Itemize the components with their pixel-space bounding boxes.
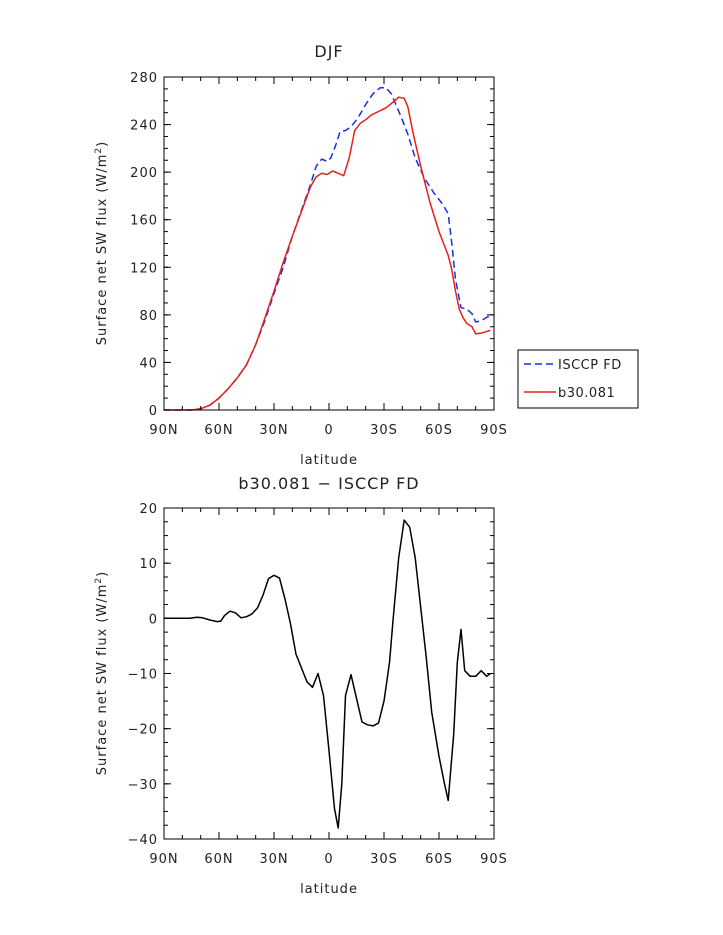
y-axis-label-close: ) [95, 571, 110, 577]
x-ticks: 90N 60N 30N 0 30S 60S 90S [149, 77, 508, 438]
legend-box [517, 349, 639, 409]
x-tick-label: 90N [149, 423, 178, 438]
x-tick-label: 30N [259, 423, 288, 438]
legend: ISCCP FD b30.081 [517, 349, 639, 409]
x-tick-label: 60N [204, 423, 233, 438]
x-tick-label: 30N [259, 852, 288, 867]
y-ticks: −40 −30 −20 −10 0 10 20 [128, 502, 494, 848]
x-axis-label: latitude [300, 882, 358, 897]
series-line-difference [164, 519, 491, 829]
y-tick-label: 80 [139, 309, 158, 324]
chart-title: b30.081 − ISCCP FD [238, 474, 419, 493]
y-tick-label: 40 [139, 356, 158, 371]
chart-panel-bottom: b30.081 − ISCCP FD 90N 60N 30N 0 30S 60S 90S −… [94, 474, 508, 897]
y-axis-label: Surface net SW flux (W/m2) [94, 141, 110, 345]
series-line-isccp-fd [164, 86, 491, 411]
y-axis-label-close: ) [95, 141, 110, 147]
y-axis-label: Surface net SW flux (W/m2) [94, 571, 110, 775]
chart-title: DJF [314, 42, 343, 61]
x-tick-label: 30S [370, 852, 398, 867]
x-tick-label: 0 [324, 852, 333, 867]
x-tick-label: 60S [425, 423, 453, 438]
y-tick-label: 0 [149, 404, 158, 419]
y-tick-label: −30 [128, 778, 158, 793]
y-tick-label: 240 [130, 119, 158, 134]
y-tick-label: 120 [130, 261, 158, 276]
y-tick-label: 160 [130, 214, 158, 229]
x-tick-label: 60S [425, 852, 453, 867]
y-axis-label-main: Surface net SW flux (W/m [95, 584, 110, 776]
x-tick-label: 90S [480, 852, 508, 867]
y-tick-label: 200 [130, 166, 158, 181]
y-axis-label-sup: 2 [94, 147, 104, 154]
y-ticks: 0 40 80 120 160 200 240 280 [130, 71, 494, 419]
chart-panel-top: DJF 90N 60N 30N 0 30S 60S 90S 0 40 80 120 160 200 24… [94, 42, 639, 468]
x-tick-label: 30S [370, 423, 398, 438]
y-axis-label-main: Surface net SW flux (W/m [95, 154, 110, 346]
x-axis-label: latitude [300, 453, 358, 468]
y-tick-label: −20 [128, 723, 158, 738]
y-tick-label: 280 [130, 71, 158, 86]
plot-frame [163, 507, 495, 840]
x-tick-label: 90N [149, 852, 178, 867]
x-ticks: 90N 60N 30N 0 30S 60S 90S [149, 508, 508, 867]
plot-area [164, 86, 491, 411]
plot-area [164, 519, 491, 829]
y-tick-label: 20 [139, 502, 158, 517]
y-tick-label: 10 [139, 557, 158, 572]
plot-frame [163, 76, 495, 411]
y-axis-label-sup: 2 [94, 577, 104, 584]
legend-label-b30: b30.081 [558, 386, 615, 401]
y-tick-label: −10 [128, 668, 158, 683]
legend-label-isccp: ISCCP FD [558, 358, 622, 373]
x-tick-label: 90S [480, 423, 508, 438]
x-tick-label: 60N [204, 852, 233, 867]
y-tick-label: −40 [128, 833, 158, 848]
y-tick-label: 0 [149, 612, 158, 627]
x-tick-label: 0 [324, 423, 333, 438]
series-line-b30-081 [164, 96, 491, 411]
